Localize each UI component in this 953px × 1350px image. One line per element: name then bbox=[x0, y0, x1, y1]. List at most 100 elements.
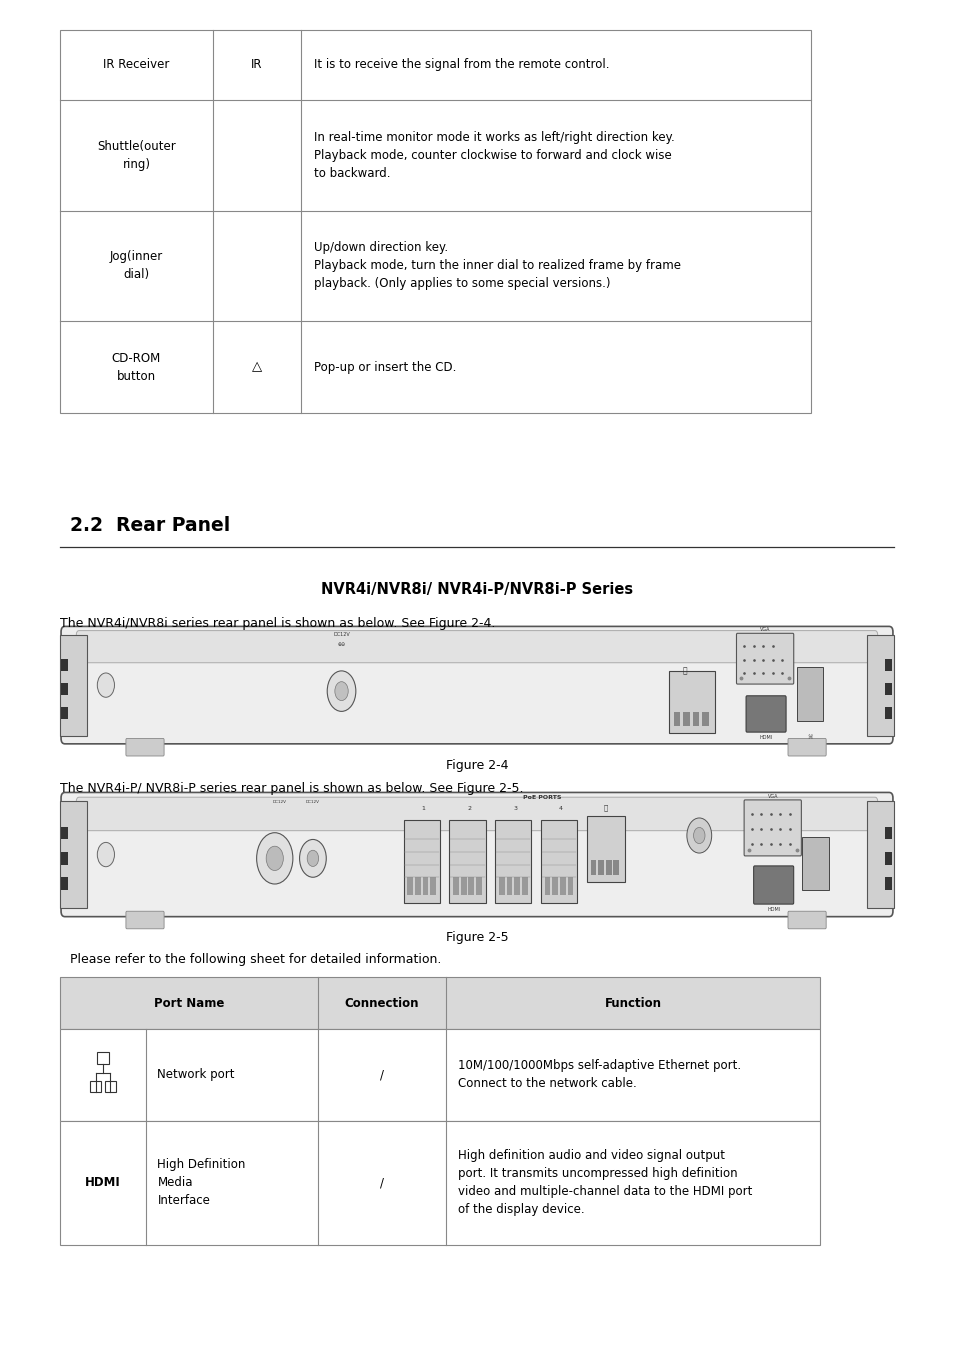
Bar bbox=[552, 878, 558, 895]
Bar bbox=[61, 683, 68, 695]
Bar bbox=[866, 802, 893, 907]
Bar bbox=[476, 878, 481, 895]
Bar bbox=[598, 860, 603, 875]
Bar bbox=[567, 878, 573, 895]
Text: High Definition
Media
Interface: High Definition Media Interface bbox=[157, 1158, 246, 1207]
Bar bbox=[468, 878, 474, 895]
Text: Jog(inner
dial): Jog(inner dial) bbox=[110, 251, 163, 281]
Bar bbox=[884, 826, 891, 840]
Text: HDMI: HDMI bbox=[759, 734, 772, 740]
Circle shape bbox=[327, 671, 355, 711]
Bar bbox=[60, 1029, 820, 1120]
Text: PoE PORTS: PoE PORTS bbox=[522, 795, 560, 801]
Bar bbox=[403, 821, 439, 903]
Bar bbox=[544, 878, 550, 895]
Text: ⌘: ⌘ bbox=[806, 734, 812, 740]
FancyBboxPatch shape bbox=[61, 792, 892, 917]
Text: DC12V: DC12V bbox=[273, 799, 286, 803]
Text: 2: 2 bbox=[467, 806, 471, 811]
FancyBboxPatch shape bbox=[76, 630, 877, 663]
Text: Pop-up or insert the CD.: Pop-up or insert the CD. bbox=[314, 360, 456, 374]
Bar bbox=[61, 826, 68, 840]
Bar bbox=[866, 634, 893, 736]
Bar bbox=[453, 878, 458, 895]
Text: Please refer to the following sheet for detailed information.: Please refer to the following sheet for … bbox=[70, 953, 440, 967]
Bar bbox=[105, 1081, 116, 1092]
Bar bbox=[460, 878, 466, 895]
Text: 10M/100/1000Mbps self-adaptive Ethernet port.
Connect to the network cable.: 10M/100/1000Mbps self-adaptive Ethernet … bbox=[457, 1060, 740, 1089]
Circle shape bbox=[266, 846, 283, 871]
FancyBboxPatch shape bbox=[76, 798, 877, 830]
Text: The NVR4i-P/ NVR8i-P series rear panel is shown as below. See Figure 2-5.: The NVR4i-P/ NVR8i-P series rear panel i… bbox=[60, 782, 523, 795]
Bar bbox=[430, 878, 436, 895]
FancyBboxPatch shape bbox=[736, 633, 793, 684]
Bar bbox=[422, 878, 428, 895]
Bar bbox=[97, 1052, 109, 1064]
FancyBboxPatch shape bbox=[743, 801, 801, 856]
Bar bbox=[60, 1120, 820, 1245]
Circle shape bbox=[307, 850, 318, 867]
Text: HDMI: HDMI bbox=[766, 907, 780, 911]
Text: NVR4i/NVR8i/ NVR4i-P/NVR8i-P Series: NVR4i/NVR8i/ NVR4i-P/NVR8i-P Series bbox=[320, 582, 633, 597]
Bar bbox=[605, 860, 611, 875]
Text: The NVR4i/NVR8i series rear panel is shown as below. See Figure 2-4.: The NVR4i/NVR8i series rear panel is sho… bbox=[60, 617, 495, 630]
Bar bbox=[61, 707, 68, 718]
Bar bbox=[61, 852, 68, 865]
Text: 3: 3 bbox=[513, 806, 517, 811]
Text: Shuttle(outer
ring): Shuttle(outer ring) bbox=[97, 140, 175, 170]
Bar bbox=[884, 659, 891, 671]
Bar bbox=[884, 707, 891, 718]
Circle shape bbox=[256, 833, 293, 884]
Bar bbox=[801, 837, 828, 890]
Bar bbox=[884, 683, 891, 695]
Text: Network port: Network port bbox=[157, 1068, 234, 1081]
Circle shape bbox=[97, 842, 114, 867]
Bar bbox=[673, 711, 679, 726]
Text: △: △ bbox=[252, 360, 262, 374]
Text: VGA: VGA bbox=[766, 794, 778, 799]
Bar bbox=[514, 878, 519, 895]
Bar bbox=[60, 802, 87, 907]
Bar bbox=[692, 711, 699, 726]
Text: IR: IR bbox=[251, 58, 263, 72]
Text: HDMI: HDMI bbox=[85, 1176, 121, 1189]
Bar bbox=[498, 878, 504, 895]
Bar bbox=[521, 878, 527, 895]
Text: 品: 品 bbox=[603, 805, 607, 811]
Bar bbox=[449, 821, 485, 903]
FancyBboxPatch shape bbox=[753, 865, 793, 904]
Text: Port Name: Port Name bbox=[153, 996, 224, 1010]
Text: Figure 2-5: Figure 2-5 bbox=[445, 931, 508, 945]
Bar bbox=[90, 1081, 101, 1092]
Bar bbox=[61, 659, 68, 671]
Bar bbox=[60, 977, 820, 1029]
Text: /: / bbox=[379, 1176, 384, 1189]
FancyBboxPatch shape bbox=[745, 695, 785, 732]
Text: Figure 2-4: Figure 2-4 bbox=[445, 759, 508, 772]
Bar bbox=[415, 878, 420, 895]
Bar bbox=[590, 860, 596, 875]
Bar bbox=[60, 977, 820, 1029]
Bar bbox=[884, 852, 891, 865]
Text: VGA: VGA bbox=[759, 626, 770, 632]
Text: ⊕⊖: ⊕⊖ bbox=[337, 641, 345, 647]
Text: 4: 4 bbox=[558, 806, 562, 811]
Text: Up/down direction key.
Playback mode, turn the inner dial to realized frame by f: Up/down direction key. Playback mode, tu… bbox=[314, 242, 680, 290]
Bar bbox=[884, 878, 891, 890]
Text: CD-ROM
button: CD-ROM button bbox=[112, 352, 161, 382]
Text: In real-time monitor mode it works as left/right direction key.
Playback mode, c: In real-time monitor mode it works as le… bbox=[314, 131, 674, 180]
Circle shape bbox=[299, 840, 326, 878]
Bar bbox=[495, 821, 531, 903]
FancyBboxPatch shape bbox=[787, 738, 825, 756]
Bar bbox=[60, 30, 810, 413]
Bar bbox=[613, 860, 618, 875]
Bar bbox=[586, 817, 624, 883]
Text: High definition audio and video signal output
port. It transmits uncompressed hi: High definition audio and video signal o… bbox=[457, 1149, 752, 1216]
Circle shape bbox=[97, 672, 114, 697]
Text: Function: Function bbox=[604, 996, 661, 1010]
FancyBboxPatch shape bbox=[787, 911, 825, 929]
Bar bbox=[559, 878, 565, 895]
Bar bbox=[682, 711, 689, 726]
Text: 1: 1 bbox=[421, 806, 425, 811]
Bar bbox=[540, 821, 577, 903]
